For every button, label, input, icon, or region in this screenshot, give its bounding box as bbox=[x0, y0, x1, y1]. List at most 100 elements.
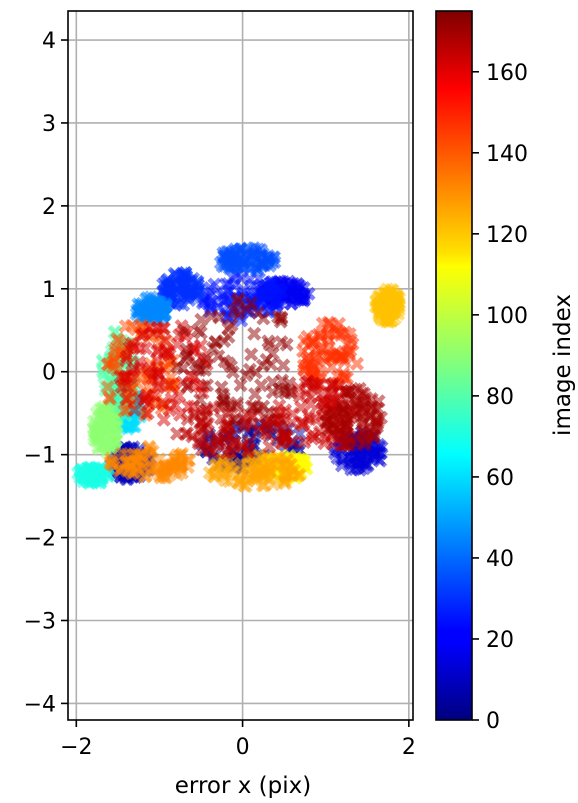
scatter-point bbox=[231, 291, 246, 306]
scatter-point bbox=[145, 325, 160, 340]
scatter-point bbox=[256, 311, 271, 326]
scatter-point bbox=[337, 350, 352, 365]
scatter-point bbox=[155, 396, 170, 411]
scatter-point bbox=[336, 402, 351, 417]
scatter-point bbox=[265, 346, 280, 361]
scatter-point bbox=[106, 435, 120, 450]
scatter-point bbox=[325, 391, 340, 406]
colorbar: 0 20 40 60 80 100 120 140 160 image index bbox=[435, 10, 576, 734]
y-tick-label: −2 bbox=[24, 527, 56, 552]
scatter-point bbox=[126, 447, 141, 462]
scatter-point bbox=[248, 474, 263, 488]
scatter-point bbox=[180, 379, 195, 394]
scatter-point bbox=[348, 394, 363, 409]
scatter-point bbox=[292, 281, 307, 296]
scatter-point bbox=[275, 436, 290, 451]
scatter-point bbox=[380, 295, 394, 310]
scatter-point bbox=[372, 309, 387, 324]
scatter-point bbox=[304, 397, 318, 412]
scatter-point bbox=[264, 255, 279, 270]
scatter-point bbox=[206, 341, 220, 355]
scatter-point bbox=[119, 392, 134, 406]
scatter-point bbox=[217, 334, 232, 348]
scatter-point bbox=[159, 462, 174, 477]
scatter-point bbox=[227, 304, 242, 319]
scatter-point bbox=[239, 368, 254, 383]
scatter-point bbox=[229, 396, 244, 411]
scatter-point bbox=[104, 424, 119, 439]
scatter-point bbox=[162, 378, 177, 393]
scatter-point bbox=[221, 321, 236, 336]
scatter-point bbox=[296, 344, 310, 359]
scatter-point bbox=[285, 406, 300, 421]
scatter-point bbox=[94, 428, 108, 443]
scatter-point bbox=[223, 248, 238, 263]
y-axis: −4 −3 −2 −1 0 1 2 3 4 bbox=[24, 29, 68, 717]
scatter-point bbox=[148, 294, 163, 309]
x-axis-label: error x (pix) bbox=[175, 773, 311, 799]
scatter-point bbox=[138, 310, 153, 325]
scatter-point bbox=[203, 281, 218, 296]
scatter-point bbox=[198, 362, 212, 377]
scatter-point bbox=[214, 380, 229, 395]
x-tick-label: −2 bbox=[60, 735, 92, 760]
scatter-point bbox=[276, 358, 291, 373]
scatter-point bbox=[137, 460, 152, 475]
scatter-point bbox=[100, 407, 115, 422]
scatter-point bbox=[202, 443, 217, 458]
scatter-point bbox=[217, 424, 232, 439]
scatter-point bbox=[254, 242, 268, 257]
scatter-point bbox=[271, 310, 286, 324]
scatter-points bbox=[71, 241, 407, 494]
scatter-point bbox=[370, 414, 385, 429]
scatter-point bbox=[258, 460, 272, 474]
scatter-point bbox=[73, 465, 88, 479]
scatter-point bbox=[124, 466, 139, 481]
scatter-point bbox=[278, 476, 293, 491]
scatter-point bbox=[143, 445, 158, 460]
scatter-point bbox=[226, 271, 241, 286]
scatter-point bbox=[103, 391, 118, 406]
colorbar-tick-label: 100 bbox=[486, 304, 528, 329]
scatter-point bbox=[314, 395, 329, 410]
scatter-point bbox=[123, 369, 138, 384]
scatter-point bbox=[193, 338, 208, 353]
scatter-point bbox=[133, 359, 148, 374]
y-tick-label: 4 bbox=[42, 29, 56, 54]
scatter-point bbox=[228, 412, 243, 427]
scatter-point bbox=[264, 275, 279, 290]
scatter-point bbox=[297, 292, 312, 307]
scatter-point bbox=[275, 373, 290, 388]
scatter-point bbox=[258, 426, 273, 441]
scatter-point bbox=[127, 402, 142, 417]
scatter-point bbox=[96, 366, 111, 380]
scatter-point bbox=[207, 469, 222, 484]
scatter-point bbox=[221, 356, 236, 371]
scatter-point bbox=[190, 275, 205, 290]
scatter-point bbox=[219, 463, 234, 478]
y-tick-label: 3 bbox=[42, 112, 56, 137]
colorbar-tick-label: 0 bbox=[486, 709, 500, 734]
scatter-point bbox=[191, 323, 206, 338]
scatter-point bbox=[203, 298, 218, 313]
x-axis: −2 0 2 bbox=[60, 720, 416, 760]
scatter-point bbox=[194, 312, 209, 327]
scatter-point bbox=[110, 332, 125, 347]
scatter-point bbox=[151, 380, 166, 395]
scatter-point bbox=[244, 254, 259, 269]
scatter-point bbox=[248, 387, 263, 402]
colorbar-tick-label: 60 bbox=[486, 466, 514, 491]
scatter-point bbox=[142, 361, 157, 376]
scatter-point bbox=[369, 447, 384, 462]
scatter-point bbox=[151, 365, 166, 380]
scatter-point bbox=[93, 472, 108, 487]
colorbar-ticks: 0 20 40 60 80 100 120 140 160 bbox=[472, 61, 528, 734]
scatter-point bbox=[262, 337, 277, 352]
colorbar-gradient bbox=[436, 11, 472, 720]
scatter-point bbox=[262, 405, 277, 419]
scatter-point bbox=[234, 456, 249, 471]
scatter-point bbox=[199, 351, 214, 366]
scatter-point bbox=[156, 412, 171, 427]
scatter-point bbox=[312, 377, 327, 392]
y-tick-label: −3 bbox=[24, 609, 56, 634]
